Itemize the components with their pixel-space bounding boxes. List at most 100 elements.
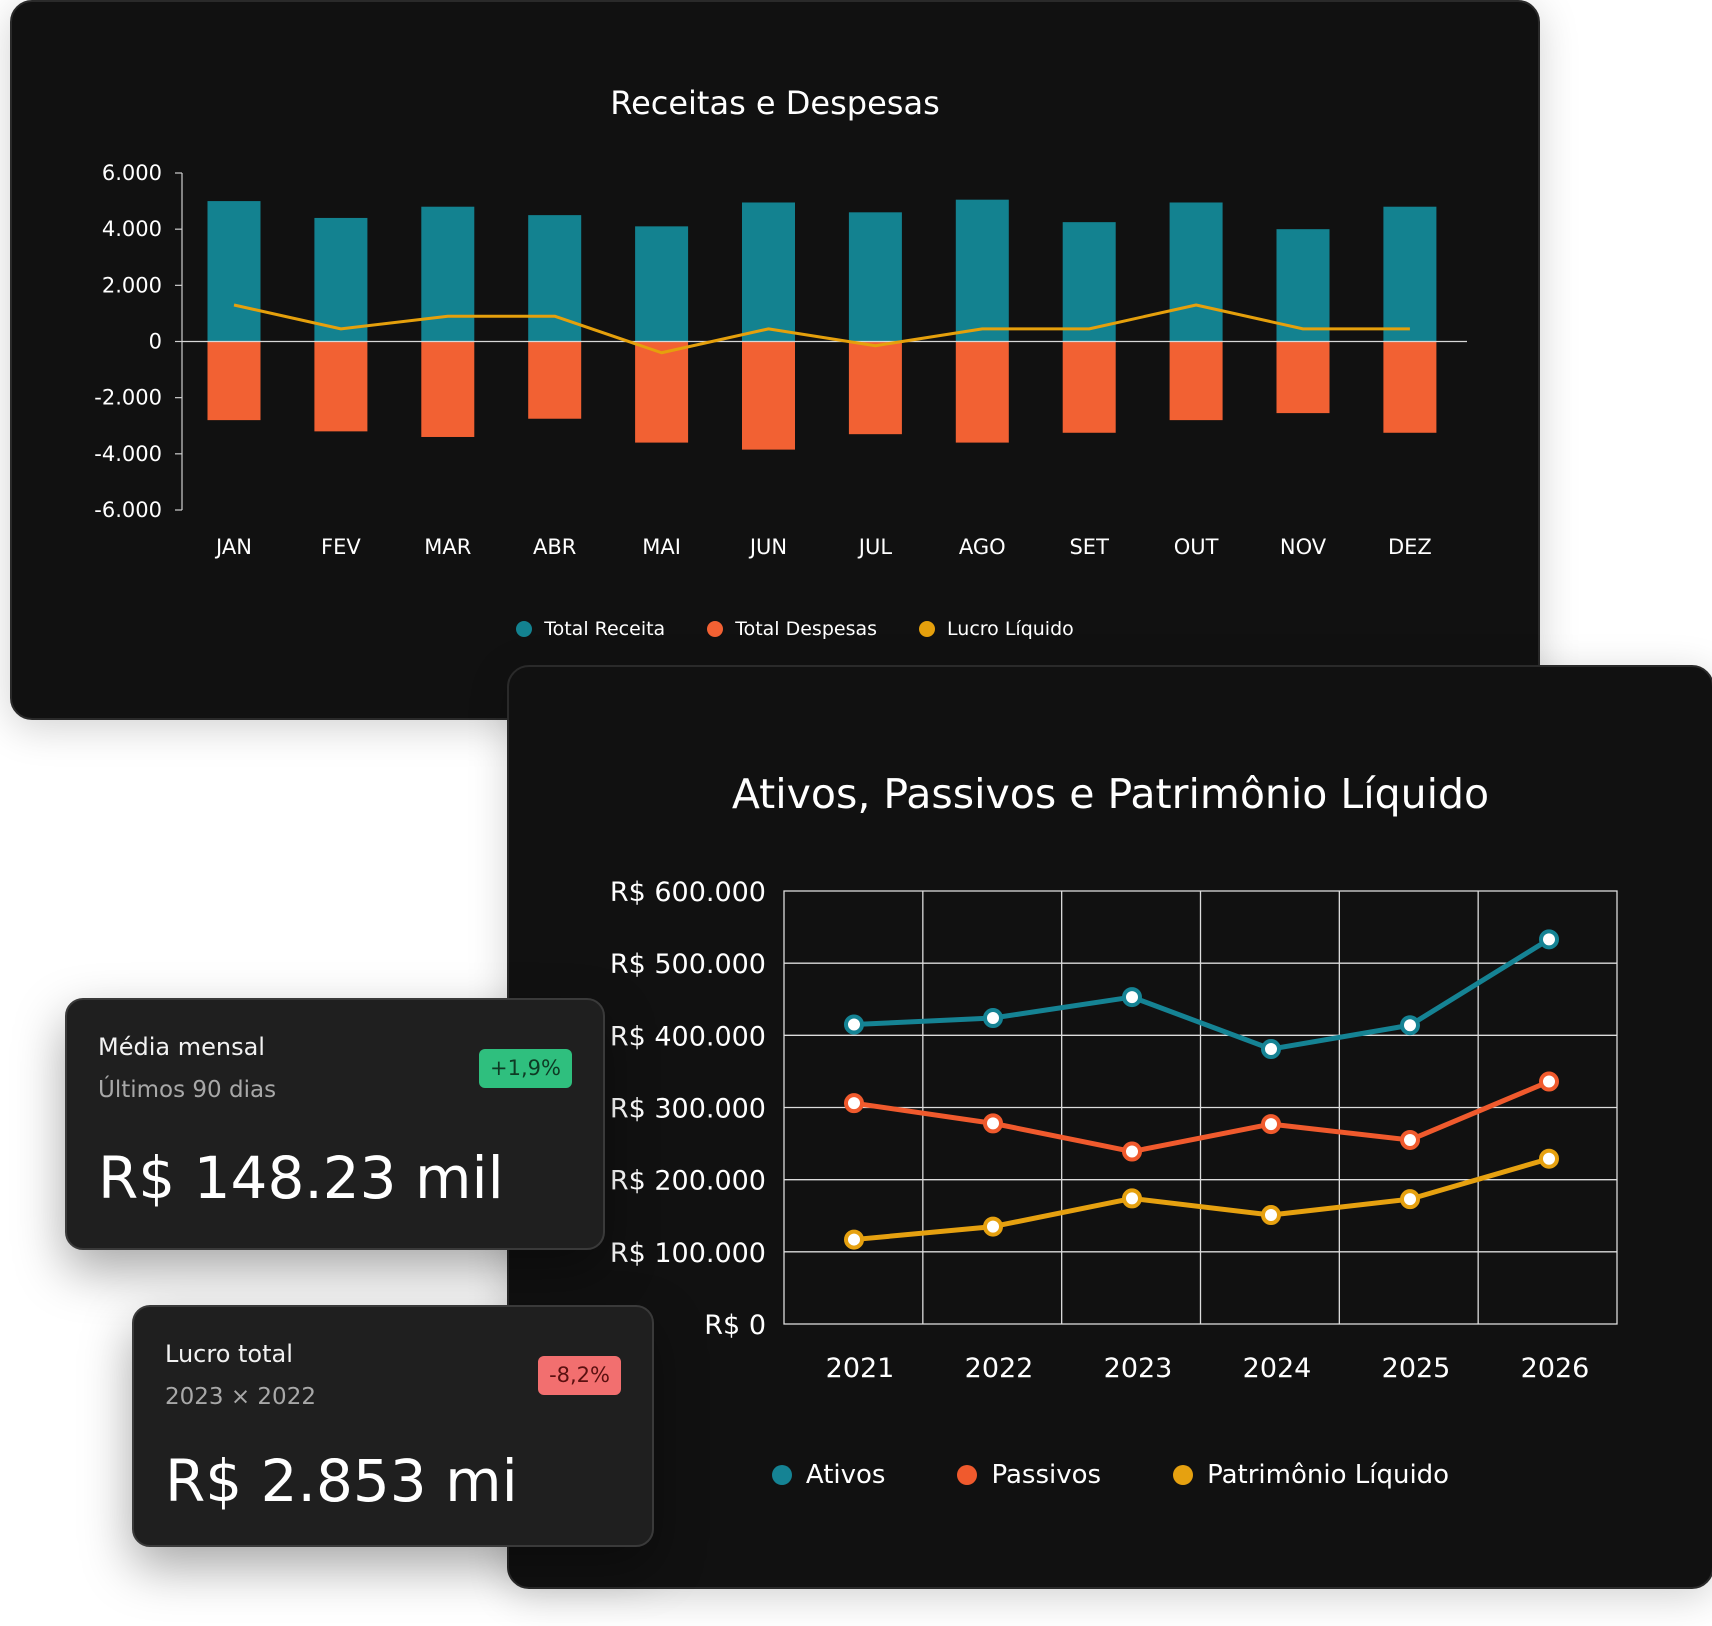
data-point (1539, 1148, 1559, 1169)
y-tick-label: -2.000 (94, 386, 162, 410)
x-tick-label: DEZ (1388, 535, 1432, 559)
legend-item-ativos: Ativos (771, 1460, 886, 1490)
x-tick-label: JAN (214, 535, 252, 559)
bar-receita (742, 202, 795, 342)
chart-title: Ativos, Passivos e Patrimônio Líquido (731, 770, 1490, 818)
legend-item-passivos: Passivos (957, 1460, 1101, 1490)
data-point (1400, 1189, 1420, 1210)
x-tick-label: MAI (642, 535, 681, 559)
kpi-subtitle: 2023 × 2022 (165, 1384, 316, 1410)
data-point (1400, 1129, 1420, 1150)
data-point (844, 1014, 864, 1035)
bar-despesas (1383, 341, 1437, 433)
y-tick-label: R$ 0 (704, 1310, 766, 1341)
revenue-expenses-chart: 6.000 4.000 2.000 0 -2.000 -4.000 -6.000 JAN FEV… (94, 161, 1467, 559)
assets-liabilities-card: Ativos, Passivos e Patrimônio Líquido R$… (507, 665, 1712, 1589)
y-tick-label: R$ 500.000 (610, 949, 766, 980)
bar-despesas (955, 341, 1009, 443)
kpi-subtitle: Últimos 90 dias (98, 1077, 277, 1103)
bar-despesas (528, 341, 582, 419)
legend-dot (1173, 1465, 1194, 1485)
legend-dot (707, 621, 724, 637)
x-tick-label: NOV (1280, 535, 1327, 559)
legend-label: Lucro Líquido (947, 618, 1074, 640)
x-tick-label: 2021 (826, 1353, 895, 1384)
bar-despesas (1062, 341, 1116, 433)
legend-label: Total Despesas (735, 618, 878, 640)
y-tick-label: 4.000 (102, 217, 162, 241)
data-point (1261, 1039, 1281, 1060)
legend-item-despesas: Total Despesas (707, 618, 877, 640)
bar-receita (421, 206, 475, 342)
assets-liabilities-chart: R$ 600.000 R$ 500.000 R$ 400.000 R$ 300.000… (610, 877, 1618, 1384)
x-tick-label: 2022 (965, 1353, 1034, 1384)
x-tick-label: SET (1069, 535, 1109, 559)
data-point (1122, 987, 1142, 1008)
chart-legend: Total Receita Total Despesas Lucro Líqui… (12, 618, 1538, 640)
legend-item-patrimonio: Patrimônio Líquido (1173, 1460, 1449, 1490)
bar-receita (1383, 206, 1437, 342)
x-tick-label: ABR (533, 535, 576, 559)
bar-despesas (1169, 341, 1223, 421)
legend-label: Patrimônio Líquido (1207, 1460, 1450, 1490)
data-point (983, 1113, 1003, 1134)
y-tick-label: R$ 600.000 (610, 877, 766, 908)
bar-receita (207, 201, 261, 342)
bar-despesas (421, 341, 475, 437)
chart-title: Receitas e Despesas (610, 84, 940, 122)
legend-label: Passivos (991, 1460, 1102, 1490)
data-point (1261, 1114, 1281, 1135)
y-tick-label: R$ 100.000 (610, 1238, 766, 1269)
bar-despesas (1276, 341, 1330, 414)
y-tick-label: -6.000 (94, 498, 162, 522)
x-tick-label: AGO (959, 535, 1006, 559)
line-lucro (233, 303, 1410, 355)
x-tick-label: JUN (748, 535, 787, 559)
line-passivos (853, 1079, 1550, 1155)
x-tick-label: 2025 (1382, 1353, 1451, 1384)
bar-despesas (742, 341, 795, 450)
y-tick-label: -4.000 (94, 442, 162, 466)
data-point (1539, 1071, 1559, 1092)
kpi-card-monthly-average: Média mensal Últimos 90 dias +1,9% R$ 14… (65, 998, 605, 1250)
y-tick-label: R$ 200.000 (610, 1166, 766, 1197)
x-tick-label: JUL (857, 535, 893, 559)
legend-item-receita: Total Receita (516, 618, 665, 640)
legend-label: Total Receita (544, 618, 666, 640)
data-point (1261, 1205, 1281, 1226)
bar-receita (528, 215, 582, 342)
kpi-card-total-profit: Lucro total 2023 × 2022 -8,2% R$ 2.853 m… (132, 1305, 654, 1547)
kpi-title: Lucro total (165, 1340, 293, 1368)
x-tick-label: MAR (424, 535, 471, 559)
y-tick-label: 6.000 (102, 161, 162, 185)
bar-receita (1169, 202, 1223, 342)
line-ativos (853, 937, 1551, 1052)
data-point (1539, 929, 1559, 950)
x-tick-label: 2026 (1521, 1353, 1590, 1384)
revenue-expenses-card: Receitas e Despesas 6.000 4.000 2.000 0 -2.0… (10, 0, 1540, 720)
data-point (983, 1008, 1003, 1029)
x-tick-label: 2024 (1243, 1353, 1312, 1384)
data-point (1122, 1188, 1142, 1209)
change-badge: +1,9% (479, 1049, 572, 1088)
y-tick-label: R$ 400.000 (610, 1021, 766, 1052)
x-tick-label: 2023 (1104, 1353, 1173, 1384)
data-point (983, 1216, 1003, 1237)
legend-dot (957, 1465, 978, 1485)
y-tick-label: 0 (149, 330, 162, 354)
data-point (844, 1229, 864, 1250)
kpi-value: R$ 2.853 mi (165, 1447, 518, 1515)
x-tick-label: OUT (1174, 535, 1219, 559)
y-tick-label: R$ 300.000 (610, 1094, 766, 1125)
bar-despesas (635, 341, 689, 443)
data-point (1400, 1015, 1420, 1036)
data-point (844, 1093, 864, 1114)
legend-label: Ativos (805, 1460, 886, 1490)
bar-receita (635, 226, 689, 342)
kpi-title: Média mensal (98, 1033, 265, 1061)
y-tick-label: 2.000 (102, 273, 162, 297)
legend-dot (919, 621, 936, 637)
bar-receita (1276, 229, 1330, 342)
change-badge: -8,2% (538, 1356, 621, 1395)
bar-despesas (207, 341, 261, 421)
